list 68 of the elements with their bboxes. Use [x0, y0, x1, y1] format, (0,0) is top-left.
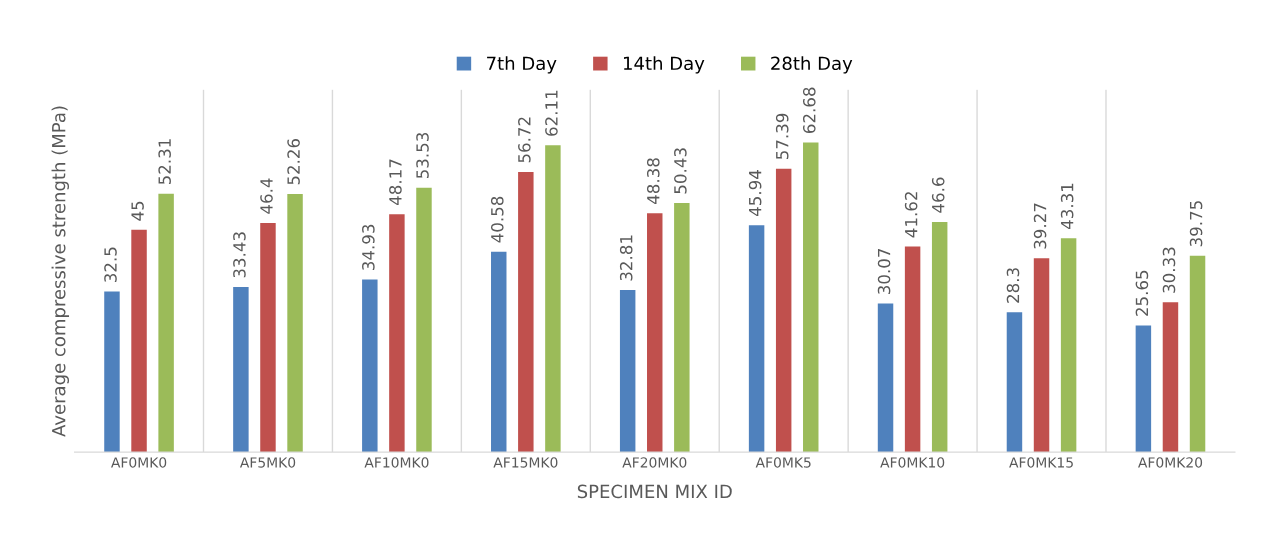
data-label: 46.6: [931, 177, 945, 213]
data-label: 41.62: [904, 192, 918, 238]
bar: [362, 279, 378, 453]
data-label: 39.75: [1189, 201, 1203, 247]
x-tick-label: AF0MK20: [1138, 457, 1203, 468]
data-label: 34.93: [362, 224, 375, 270]
data-label: 52.26: [287, 138, 300, 185]
legend-label: 14th Day: [623, 56, 705, 74]
x-tick-label: AF10MK0: [364, 457, 429, 468]
data-label: 30.33: [1162, 247, 1176, 293]
x-tick-label: AF20MK0: [622, 457, 687, 468]
data-label: 48.38: [646, 158, 660, 204]
bar: [931, 221, 948, 453]
x-tick-label: AF15MK0: [493, 457, 558, 468]
data-label: 43.31: [1060, 183, 1074, 230]
data-label: 50.43: [674, 148, 687, 194]
data-label: 30.07: [877, 248, 891, 294]
bar: [416, 187, 432, 453]
x-axis-title: SPECIMEN MIX ID: [577, 484, 732, 499]
bar: [158, 193, 174, 453]
data-label: 45.94: [748, 170, 762, 217]
data-label: 52.31: [158, 139, 171, 185]
bar: [674, 203, 690, 453]
x-tick-label: AF5MK0: [239, 457, 296, 468]
bar: [491, 251, 507, 453]
data-label: 56.72: [518, 117, 531, 163]
data-label: 45: [131, 201, 144, 221]
data-label: 40.58: [490, 196, 504, 243]
y-axis-title: Average compressive strength (MPa): [51, 106, 70, 437]
bar: [647, 213, 663, 453]
data-label: 32.5: [104, 247, 117, 282]
bar: [1162, 302, 1179, 453]
bar: [260, 222, 276, 453]
bar: [619, 290, 636, 453]
bar: [287, 193, 303, 453]
data-label: 32.81: [619, 235, 633, 281]
data-label: 33.43: [233, 232, 246, 278]
bar: [803, 142, 819, 453]
bar: [389, 214, 405, 453]
data-label: 25.65: [1135, 270, 1149, 316]
x-tick-label: AF0MK10: [880, 457, 945, 468]
x-tick-label: AF0MK15: [1009, 457, 1073, 468]
bar: [1060, 238, 1077, 453]
data-label: 39.27: [1033, 203, 1047, 249]
x-tick-label: AF0MK5: [755, 457, 811, 468]
bar: [131, 229, 147, 453]
data-label: 62.11: [545, 90, 558, 136]
bar: [1033, 258, 1050, 453]
data-label: 28.3: [1006, 268, 1020, 303]
data-label: 53.53: [416, 132, 429, 179]
data-label: 62.68: [802, 87, 816, 134]
bar: [775, 168, 792, 453]
data-label: 57.39: [775, 113, 789, 160]
data-label: 48.17: [389, 159, 402, 206]
bar: [748, 225, 765, 453]
bar: [233, 286, 249, 453]
bar: [904, 246, 921, 453]
bar: [1006, 312, 1023, 453]
bar: [104, 291, 120, 453]
legend-label: 28th Day: [771, 56, 853, 74]
bar: [1189, 255, 1206, 453]
bar: [518, 171, 534, 453]
bar: [545, 145, 561, 453]
bar: [1135, 325, 1152, 453]
data-label: 46.4: [260, 178, 273, 214]
legend-label: 7th Day: [487, 56, 557, 74]
bar: [877, 303, 894, 453]
x-tick-label: AF0MK0: [111, 457, 167, 468]
